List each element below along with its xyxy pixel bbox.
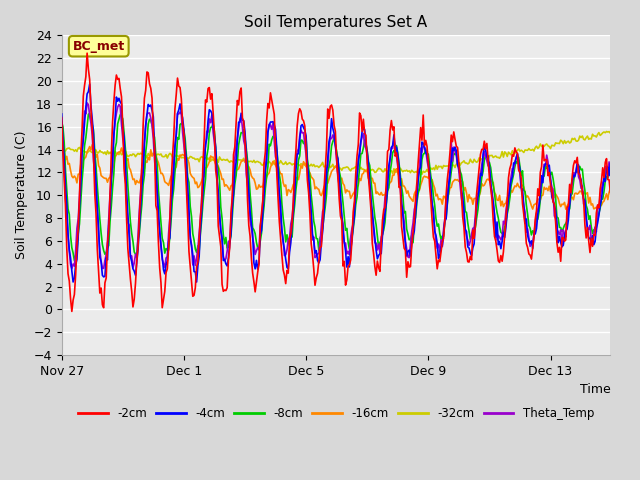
Title: Soil Temperatures Set A: Soil Temperatures Set A bbox=[244, 15, 428, 30]
Legend: -2cm, -4cm, -8cm, -16cm, -32cm, Theta_Temp: -2cm, -4cm, -8cm, -16cm, -32cm, Theta_Te… bbox=[74, 402, 598, 425]
Text: BC_met: BC_met bbox=[72, 40, 125, 53]
Y-axis label: Soil Temperature (C): Soil Temperature (C) bbox=[15, 131, 28, 259]
X-axis label: Time: Time bbox=[580, 384, 611, 396]
